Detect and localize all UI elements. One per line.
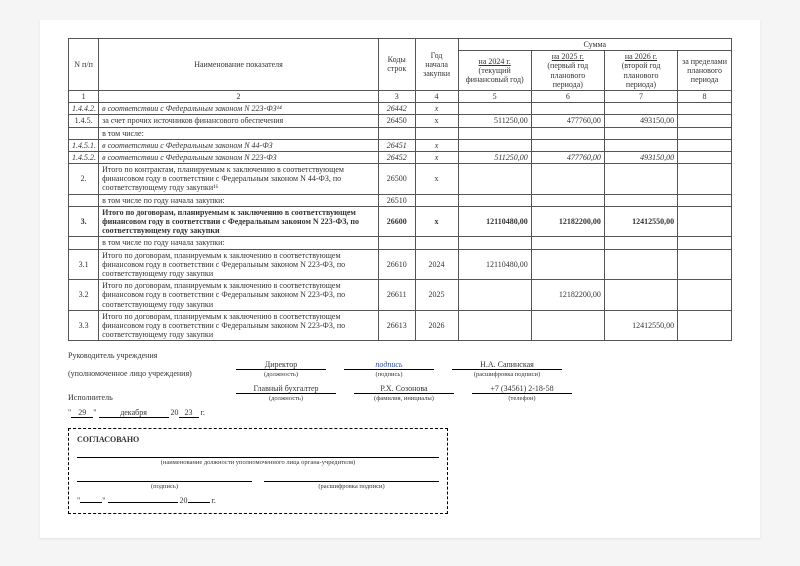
head-name: Н.А. Сапинская	[452, 360, 562, 370]
approval-box: СОГЛАСОВАНО (наименование должности упол…	[68, 428, 448, 514]
financial-table: N п/п Наименование показателя Коды строк…	[68, 38, 732, 341]
head-label: Руководитель учреждения	[68, 351, 732, 360]
table-row: 3.2Итого по договорам, планируемым к зак…	[69, 280, 732, 311]
th-code: Коды строк	[378, 39, 415, 91]
table-row: 3.1Итого по договорам, планируемым к зак…	[69, 249, 732, 280]
th-y2: на 2025 г.(первый год планового периода)	[531, 51, 604, 91]
table-row: 1.4.5.за счет прочих источников финансов…	[69, 115, 732, 127]
exec-label: Исполнитель	[68, 393, 218, 402]
th-sum: Сумма	[458, 39, 731, 51]
th-n: N п/п	[69, 39, 99, 91]
signature: подпись	[344, 360, 434, 370]
head-sub: (уполномоченное лицо учреждения)	[68, 369, 218, 378]
position: Директор	[236, 360, 326, 370]
table-row: в том числе:	[69, 127, 732, 139]
table-row: 1.4.5.1.в соответствии с Федеральным зак…	[69, 139, 732, 151]
date-row: "29" декабря 2023 г.	[68, 408, 732, 418]
signature-block: Руководитель учреждения (уполномоченное …	[68, 351, 732, 402]
table-row: 3.3Итого по договорам, планируемым к зак…	[69, 310, 732, 341]
table-row: в том числе по году начала закупки:	[69, 237, 732, 249]
table-row: 3.Итого по договорам, планируемым к закл…	[69, 206, 732, 237]
table-row: 2.Итого по контрактам, планируемым к зак…	[69, 164, 732, 195]
exec-pos: Главный бухгалтер	[236, 384, 336, 394]
phone: +7 (34561) 2-18-58	[472, 384, 572, 394]
exec-name: Р.Х. Созонова	[354, 384, 454, 394]
th-year: Год начала закупки	[415, 39, 458, 91]
table-row: в том числе по году начала закупки:26510	[69, 194, 732, 206]
th-name: Наименование показателя	[99, 39, 379, 91]
th-y3: на 2026 г.(второй год планового периода)	[604, 51, 677, 91]
th-y1: на 2024 г.(текущий финансовый год)	[458, 51, 531, 91]
th-beyond: за пределами планового периода	[678, 51, 732, 91]
table-row: 1.4.4.2.в соответствии с Федеральным зак…	[69, 103, 732, 115]
approve-title: СОГЛАСОВАНО	[77, 435, 439, 444]
table-row: 1.4.5.2.в соответствии с Федеральным зак…	[69, 151, 732, 163]
